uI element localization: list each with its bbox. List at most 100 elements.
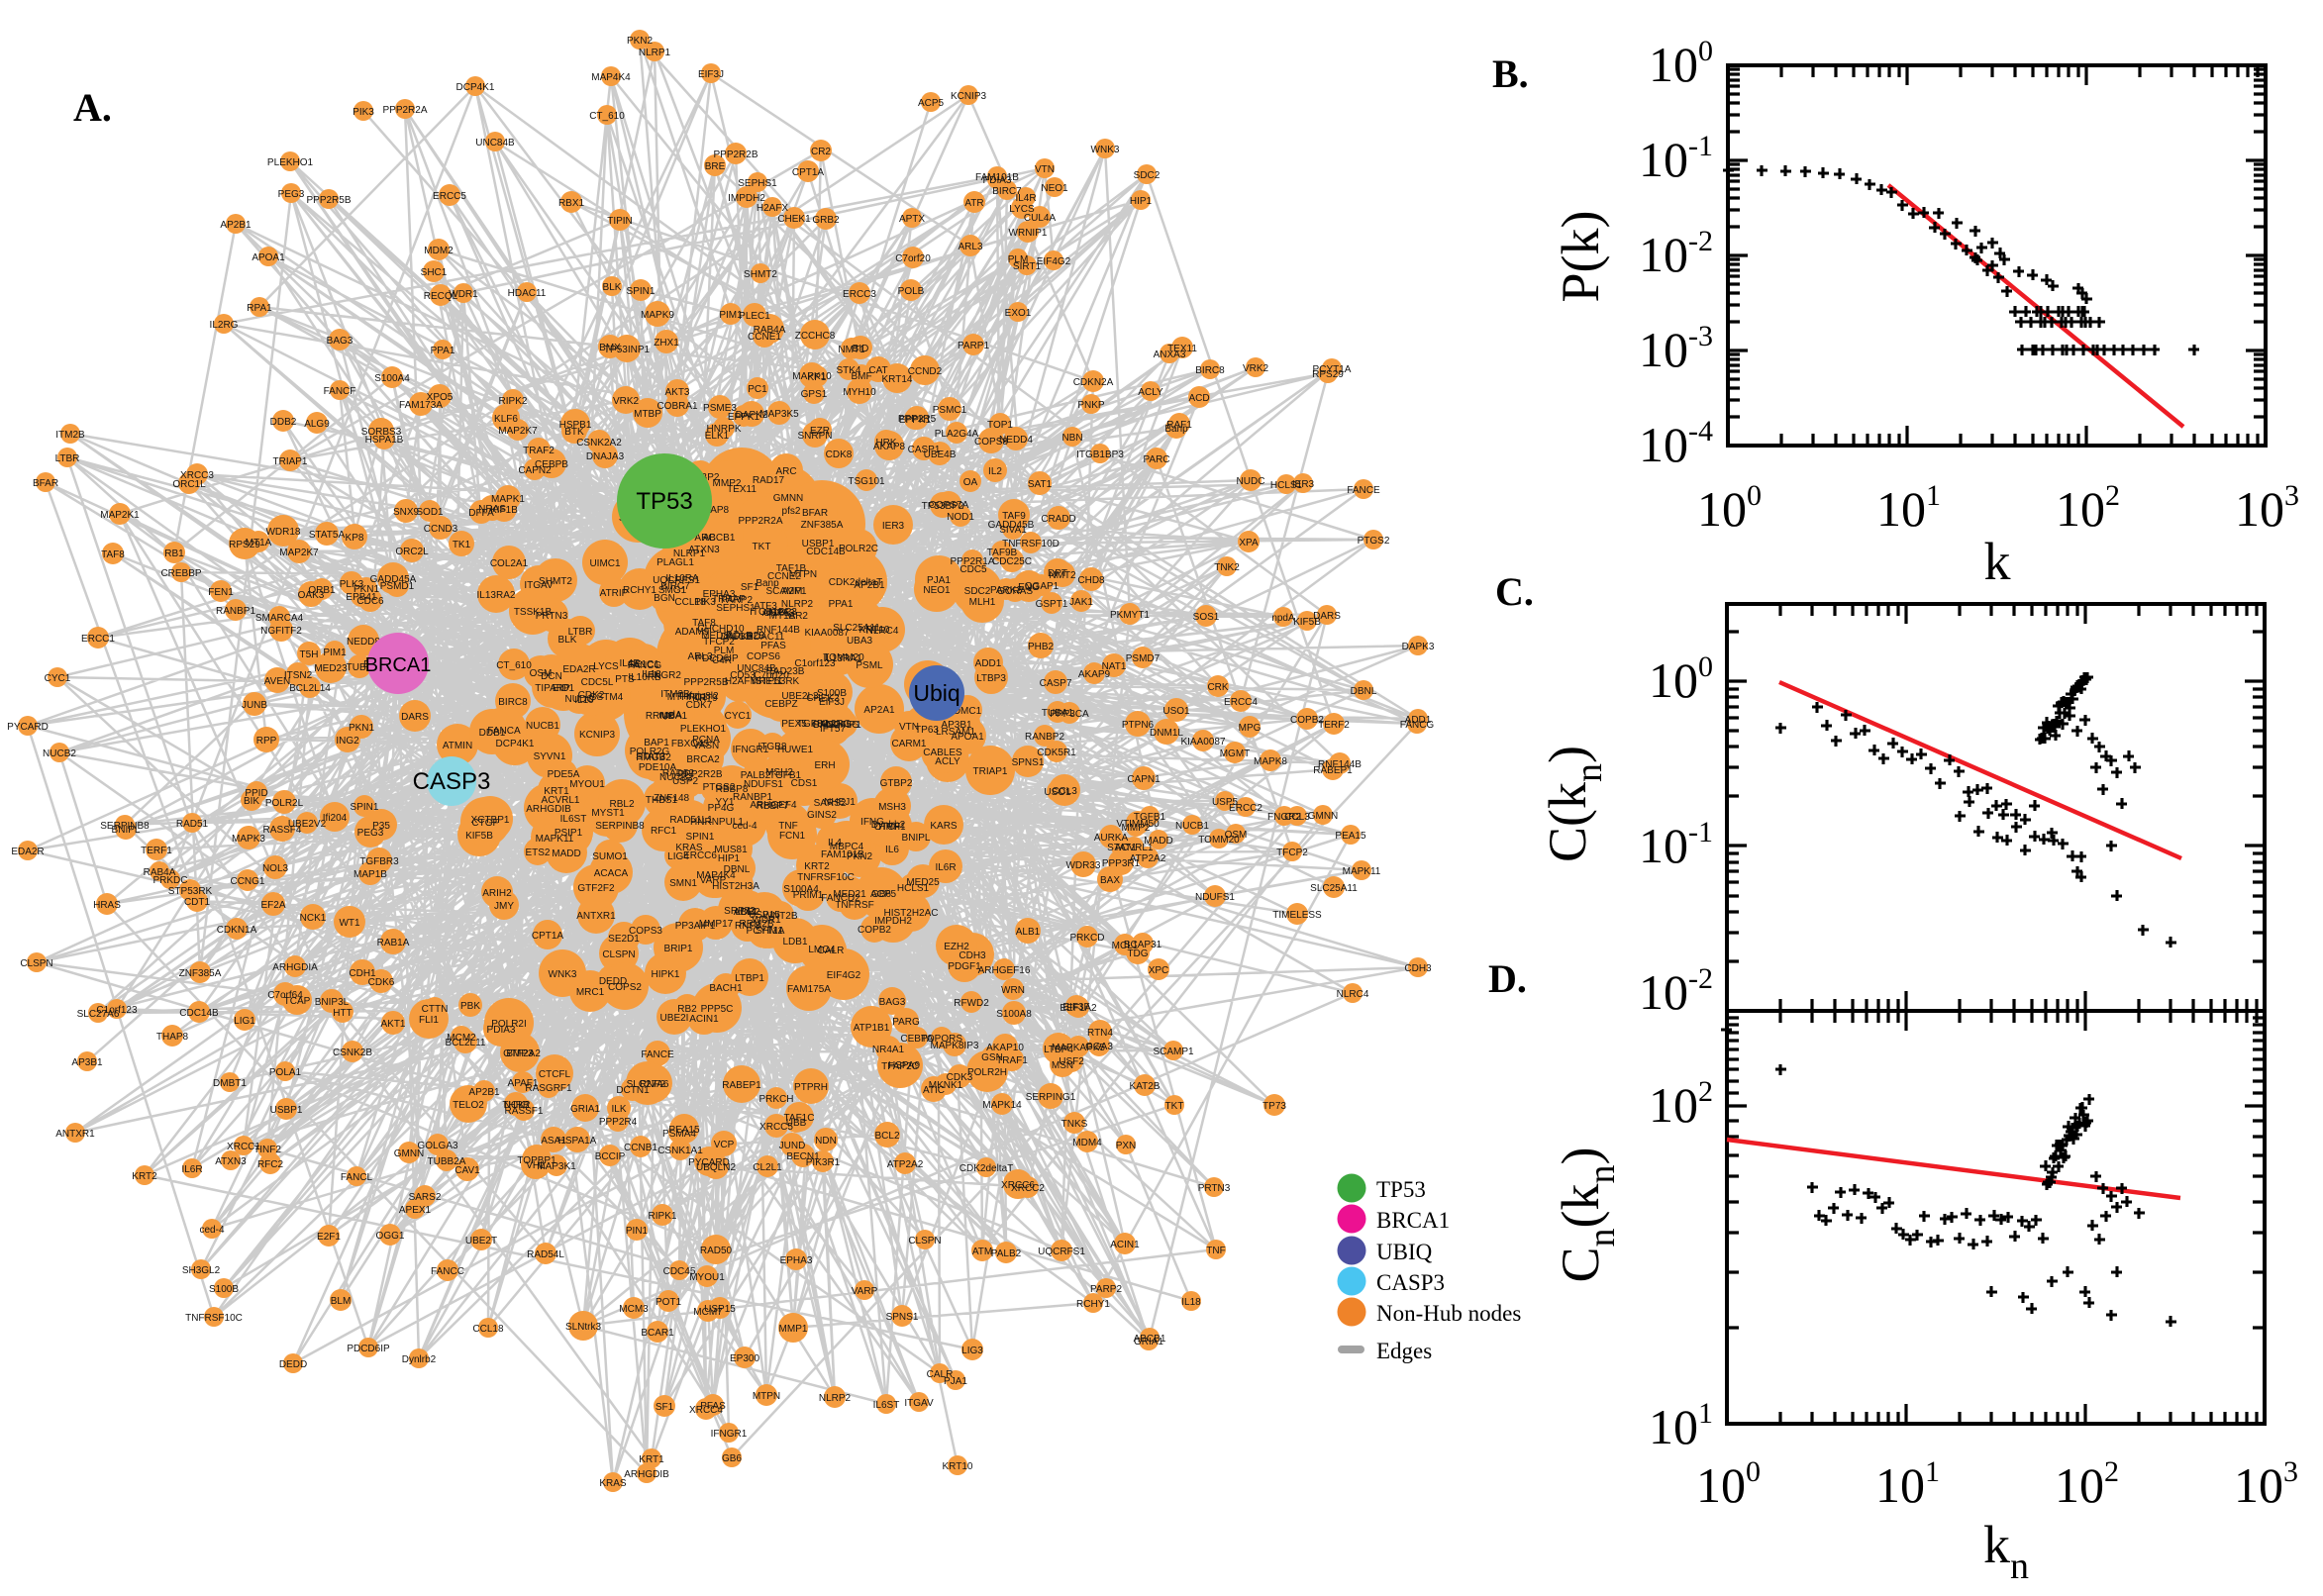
svg-text:TNFRSF10D: TNFRSF10D bbox=[1002, 539, 1060, 549]
svg-text:SIVA1: SIVA1 bbox=[999, 525, 1027, 536]
svg-text:FAM101B: FAM101B bbox=[975, 172, 1019, 183]
svg-text:SERPINB8: SERPINB8 bbox=[100, 821, 150, 832]
svg-text:VTIMM50: VTIMM50 bbox=[1116, 819, 1160, 830]
svg-text:NUDC: NUDC bbox=[1237, 476, 1265, 487]
svg-text:PRIM1: PRIM1 bbox=[793, 890, 824, 901]
svg-text:POLR2L: POLR2L bbox=[265, 798, 304, 809]
svg-text:JUND: JUND bbox=[779, 1141, 806, 1151]
svg-text:BNIPL: BNIPL bbox=[902, 833, 931, 844]
svg-text:HRK: HRK bbox=[875, 438, 896, 449]
svg-text:k: k bbox=[1984, 532, 2011, 591]
svg-text:FANCG: FANCG bbox=[628, 660, 662, 671]
svg-text:ATMIN: ATMIN bbox=[443, 741, 472, 751]
svg-text:HRAS: HRAS bbox=[93, 900, 121, 911]
svg-text:DPT: DPT bbox=[1048, 568, 1067, 579]
svg-text:PPP3CA: PPP3CA bbox=[1050, 709, 1089, 720]
svg-text:UBE2V2: UBE2V2 bbox=[288, 819, 327, 830]
svg-text:PCYT1A: PCYT1A bbox=[1313, 364, 1352, 375]
svg-text:ACP5: ACP5 bbox=[918, 98, 945, 109]
svg-text:EIF4G2: EIF4G2 bbox=[1037, 256, 1071, 267]
svg-text:TNFRSF10C: TNFRSF10C bbox=[797, 872, 855, 883]
svg-text:SF1: SF1 bbox=[656, 1402, 674, 1413]
svg-text:IL2: IL2 bbox=[988, 466, 1002, 477]
svg-text:HUWE1: HUWE1 bbox=[777, 745, 814, 755]
svg-text:CAT: CAT bbox=[868, 365, 887, 376]
svg-text:MTHFD1: MTHFD1 bbox=[667, 692, 708, 703]
svg-text:STAT1: STAT1 bbox=[1107, 843, 1137, 853]
svg-text:PPP2R5B: PPP2R5B bbox=[306, 195, 351, 206]
svg-text:CR2: CR2 bbox=[811, 147, 831, 157]
svg-text:BRCA1: BRCA1 bbox=[1376, 1208, 1450, 1233]
svg-text:PEX5: PEX5 bbox=[781, 719, 807, 730]
svg-text:SPIN1: SPIN1 bbox=[351, 802, 379, 813]
svg-text:MAPK10: MAPK10 bbox=[792, 371, 832, 382]
svg-text:PPP2R2B: PPP2R2B bbox=[713, 150, 758, 160]
svg-text:10-1: 10-1 bbox=[1639, 130, 1713, 187]
svg-text:APEX1: APEX1 bbox=[399, 1205, 432, 1216]
svg-text:JAK1: JAK1 bbox=[1069, 597, 1093, 608]
svg-text:DNAJA3: DNAJA3 bbox=[586, 451, 625, 462]
svg-text:USBP1: USBP1 bbox=[270, 1105, 303, 1116]
svg-text:ACLY: ACLY bbox=[1138, 387, 1163, 398]
svg-text:UBA3: UBA3 bbox=[847, 636, 873, 647]
svg-text:IL10RA: IL10RA bbox=[665, 573, 699, 584]
svg-text:IL6ST: IL6ST bbox=[560, 814, 587, 825]
svg-text:PRKDC: PRKDC bbox=[152, 875, 187, 886]
svg-text:RBBP7: RBBP7 bbox=[757, 801, 789, 812]
svg-text:RASSF4: RASSF4 bbox=[263, 825, 302, 836]
svg-text:COL2A1: COL2A1 bbox=[490, 558, 529, 569]
svg-text:SLC27A6: SLC27A6 bbox=[77, 1009, 120, 1020]
svg-text:DBNL: DBNL bbox=[724, 864, 751, 875]
svg-text:CARM1: CARM1 bbox=[891, 739, 926, 749]
svg-text:SEPHS1: SEPHS1 bbox=[738, 178, 777, 189]
svg-text:ANXA3: ANXA3 bbox=[1154, 349, 1186, 360]
svg-text:SE1C1: SE1C1 bbox=[628, 659, 659, 670]
svg-text:PJA1: PJA1 bbox=[927, 575, 951, 586]
svg-text:ASA1: ASA1 bbox=[541, 1136, 566, 1147]
svg-text:APAF1: APAF1 bbox=[508, 1078, 539, 1089]
svg-text:USP15: USP15 bbox=[704, 1304, 736, 1315]
svg-text:GMNN: GMNN bbox=[1308, 811, 1339, 822]
svg-text:WNK3: WNK3 bbox=[549, 969, 577, 980]
svg-text:CDC14B: CDC14B bbox=[806, 547, 846, 557]
svg-text:XRCC2: XRCC2 bbox=[1011, 1183, 1045, 1194]
svg-text:ITGAV: ITGAV bbox=[904, 1398, 934, 1409]
svg-text:C7orf20: C7orf20 bbox=[754, 670, 789, 681]
svg-text:NEO1: NEO1 bbox=[923, 585, 951, 596]
svg-text:HNRNPUL1: HNRNPUL1 bbox=[690, 817, 744, 828]
svg-text:COPB2: COPB2 bbox=[858, 925, 891, 936]
svg-text:CDKN1A: CDKN1A bbox=[217, 925, 257, 936]
svg-text:GSTM4: GSTM4 bbox=[589, 692, 624, 703]
svg-text:JUNB: JUNB bbox=[242, 700, 267, 711]
svg-text:BAG3: BAG3 bbox=[327, 336, 354, 347]
svg-text:RB1: RB1 bbox=[164, 549, 184, 559]
svg-text:ITSN2: ITSN2 bbox=[284, 670, 313, 681]
svg-text:PLM: PLM bbox=[714, 646, 735, 656]
svg-text:BLK: BLK bbox=[603, 282, 622, 293]
svg-text:LIG4: LIG4 bbox=[667, 851, 689, 862]
svg-text:10-2: 10-2 bbox=[1639, 962, 1713, 1020]
svg-text:COPS6: COPS6 bbox=[747, 651, 780, 662]
svg-text:RAD52: RAD52 bbox=[662, 768, 695, 779]
svg-text:CLSPN: CLSPN bbox=[602, 949, 635, 960]
svg-text:PMS2: PMS2 bbox=[813, 720, 841, 731]
svg-text:CDK6: CDK6 bbox=[368, 977, 395, 988]
svg-text:SLC25A11: SLC25A11 bbox=[1310, 883, 1358, 894]
svg-text:NEO1: NEO1 bbox=[1041, 183, 1068, 194]
svg-text:GADD45A: GADD45A bbox=[370, 574, 417, 585]
svg-text:UBIQ: UBIQ bbox=[1376, 1240, 1433, 1264]
svg-text:WRNIP1: WRNIP1 bbox=[1009, 228, 1048, 239]
svg-text:SCAMP1: SCAMP1 bbox=[1153, 1047, 1194, 1057]
svg-text:PCNA: PCNA bbox=[692, 735, 720, 746]
svg-text:BTK: BTK bbox=[564, 427, 584, 438]
svg-text:MAPK3: MAPK3 bbox=[232, 834, 265, 845]
svg-text:C4R: C4R bbox=[712, 655, 732, 666]
svg-text:MYST1: MYST1 bbox=[591, 808, 625, 819]
svg-text:TDG: TDG bbox=[1127, 948, 1148, 959]
svg-text:MAP3K1: MAP3K1 bbox=[537, 1161, 576, 1172]
svg-text:TFAP2C: TFAP2C bbox=[881, 1061, 919, 1072]
svg-text:PDE5A: PDE5A bbox=[548, 769, 580, 780]
svg-text:MAP2K7: MAP2K7 bbox=[498, 426, 538, 437]
svg-text:C.: C. bbox=[1495, 569, 1534, 614]
svg-text:PIM1: PIM1 bbox=[323, 648, 347, 658]
